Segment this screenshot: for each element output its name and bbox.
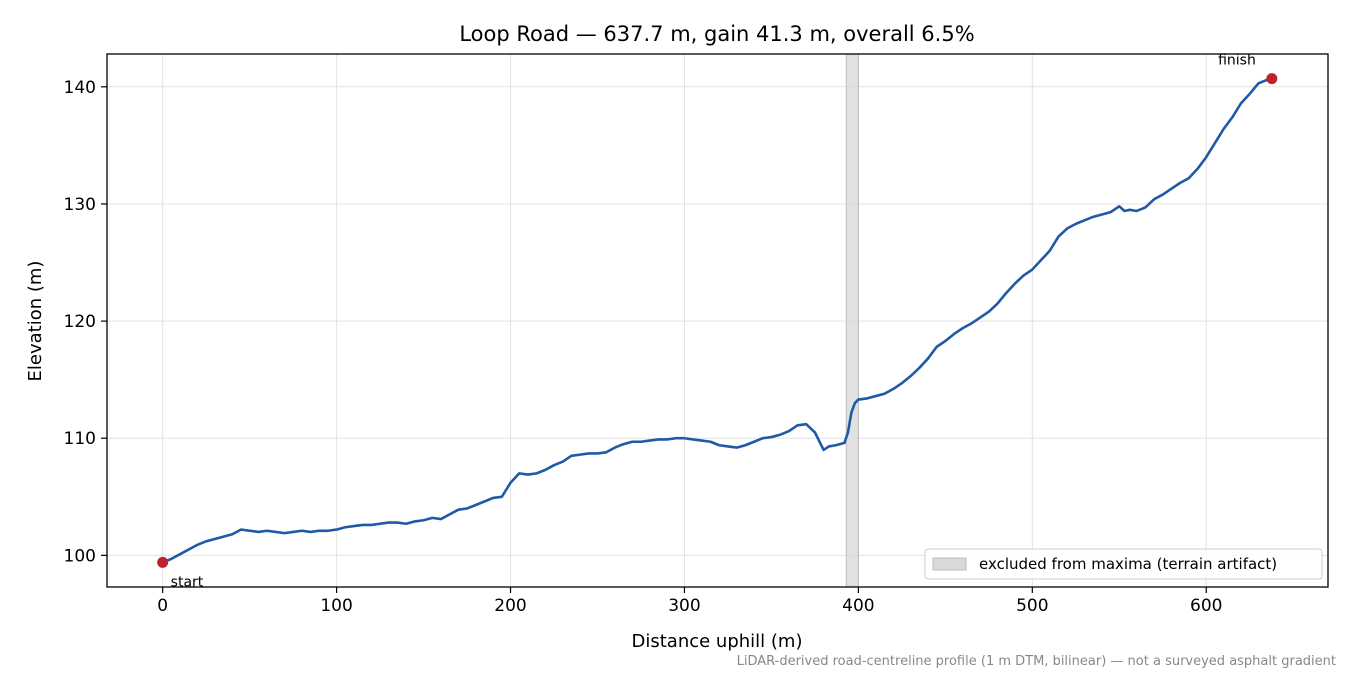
legend-box bbox=[924, 548, 1323, 580]
y-tick-label: 140 bbox=[64, 78, 96, 98]
y-tick-label: 110 bbox=[64, 429, 96, 449]
finish-label: finish bbox=[1218, 53, 1256, 69]
start-marker bbox=[157, 556, 169, 568]
footnote: LiDAR-derived road-centreline profile (1… bbox=[737, 654, 1336, 669]
x-tick-label: 300 bbox=[668, 596, 700, 616]
legend-swatch bbox=[932, 557, 967, 571]
legend-label: excluded from maxima (terrain artifact) bbox=[979, 555, 1277, 573]
grid bbox=[107, 54, 1328, 587]
y-axis-title: Elevation (m) bbox=[25, 261, 46, 382]
plot-frame bbox=[106, 53, 1329, 588]
excluded-band-layer bbox=[845, 53, 859, 588]
elevation-line bbox=[161, 77, 1274, 564]
x-tick-label: 600 bbox=[1190, 596, 1222, 616]
legend: excluded from maxima (terrain artifact) bbox=[924, 548, 1323, 580]
x-tick-label: 0 bbox=[157, 596, 168, 616]
excluded-band bbox=[845, 53, 859, 588]
finish-marker bbox=[1266, 73, 1278, 85]
y-tick-label: 120 bbox=[64, 312, 96, 332]
x-tick-label: 400 bbox=[842, 596, 874, 616]
x-tick-label: 500 bbox=[1016, 596, 1048, 616]
chart-title: Loop Road — 637.7 m, gain 41.3 m, overal… bbox=[459, 22, 974, 46]
start-label: start bbox=[171, 574, 204, 590]
x-tick-label: 200 bbox=[494, 596, 526, 616]
y-tick-label: 100 bbox=[64, 546, 96, 566]
x-axis-title: Distance uphill (m) bbox=[632, 631, 803, 652]
line-layer bbox=[161, 77, 1274, 564]
y-tick-label: 130 bbox=[64, 195, 96, 215]
ticks-layer: 0 100 200 300 400 500 600 100 110 120 130 140 bbox=[64, 78, 1223, 616]
x-tick-label: 100 bbox=[320, 596, 352, 616]
